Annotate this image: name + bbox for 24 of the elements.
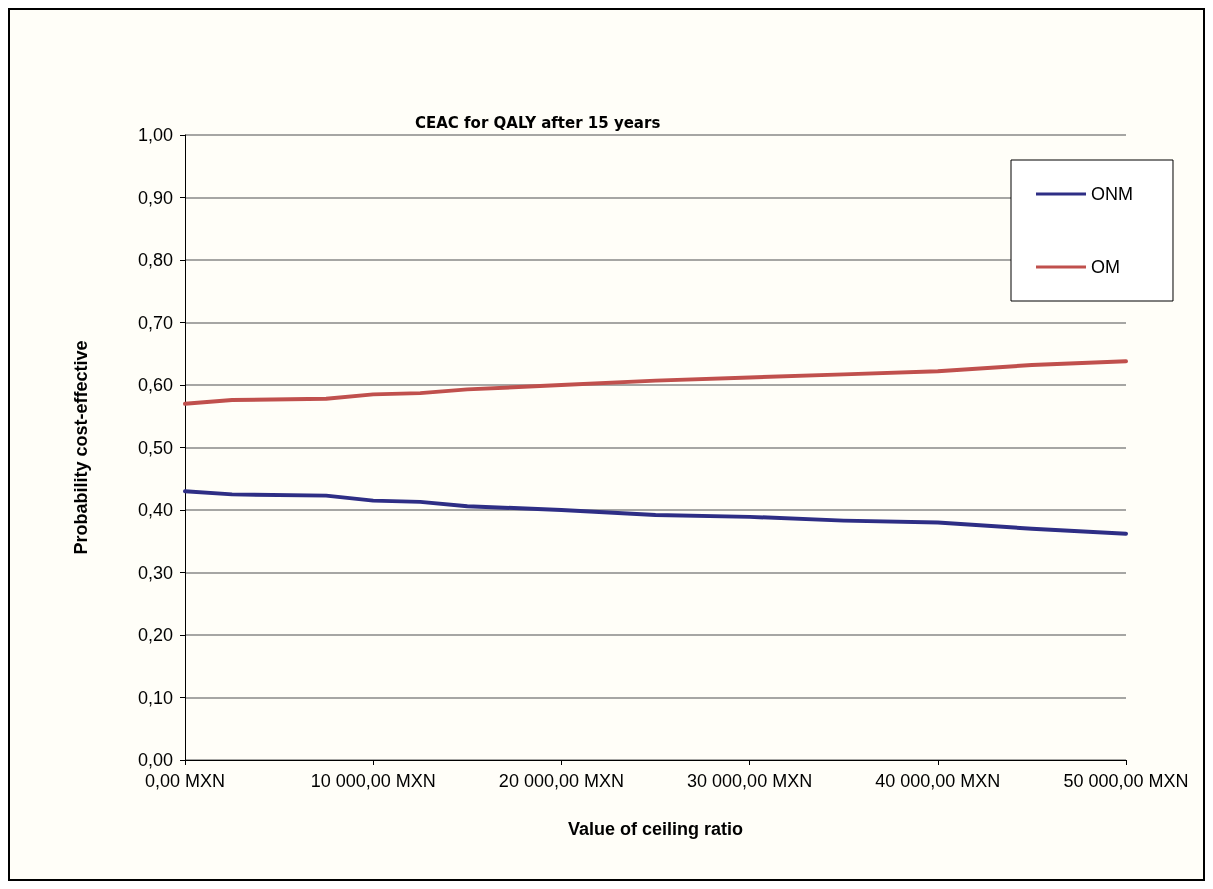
legend-label: ONM [1091,184,1134,204]
y-axis-title: Probability cost-effective [71,340,91,555]
x-tick-label: 10 000,00 MXN [310,771,436,791]
y-tick-label: 0,20 [137,625,173,645]
chart-title: CEAC for QALY after 15 years [415,113,661,132]
y-tick-label: 0,50 [137,437,173,458]
y-tick-label: 0,70 [137,312,173,333]
y-tick-label: 0,00 [137,750,173,770]
x-tick-label: 40 000,00 MXN [875,771,1001,791]
x-tick-label: 0,00 MXN [144,771,226,791]
y-tick-label: 0,60 [137,375,173,395]
y-tick-label: 1,00 [137,125,173,145]
legend-label: OM [1091,257,1121,277]
x-tick-label: 30 000,00 MXN [687,771,813,791]
y-tick-label: 0,10 [137,687,173,708]
x-tick-label: 50 000,00 MXN [1063,771,1189,791]
line-series [183,489,1128,536]
y-tick-label: 0,80 [137,250,173,270]
x-axis-title: Value of ceiling ratio [567,819,744,839]
x-tick-label: 20 000,00 MXN [498,771,624,791]
y-tick-label: 0,40 [137,500,173,520]
y-tick-label: 0,90 [137,187,173,208]
y-tick-label: 0,30 [137,562,173,583]
line-series [183,359,1128,406]
